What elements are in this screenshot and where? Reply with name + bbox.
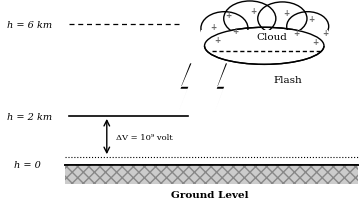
Polygon shape (215, 64, 227, 113)
Ellipse shape (287, 13, 329, 42)
Bar (65, 165, 358, 184)
Ellipse shape (258, 3, 307, 36)
Text: +: + (232, 27, 239, 36)
Text: +: + (250, 7, 257, 16)
Bar (65, 165, 358, 184)
Text: Flash: Flash (273, 76, 302, 85)
Ellipse shape (224, 2, 276, 37)
Text: ΔV = 10⁹ volt: ΔV = 10⁹ volt (116, 133, 173, 141)
Text: +: + (308, 15, 315, 24)
Text: Ground Level: Ground Level (171, 190, 249, 199)
Text: +: + (312, 38, 318, 47)
Bar (201, 31, 328, 47)
Text: +: + (214, 36, 220, 45)
Ellipse shape (205, 28, 324, 65)
Text: h = 6 km: h = 6 km (7, 21, 52, 30)
Polygon shape (178, 64, 191, 113)
Ellipse shape (201, 13, 248, 46)
Text: +: + (323, 29, 329, 37)
Text: h = 2 km: h = 2 km (7, 112, 52, 121)
Text: +: + (210, 23, 217, 32)
Text: h = 0: h = 0 (14, 161, 41, 169)
Text: +: + (225, 11, 231, 20)
Text: +: + (294, 29, 300, 37)
Text: Cloud: Cloud (256, 32, 287, 41)
Text: +: + (283, 9, 289, 18)
